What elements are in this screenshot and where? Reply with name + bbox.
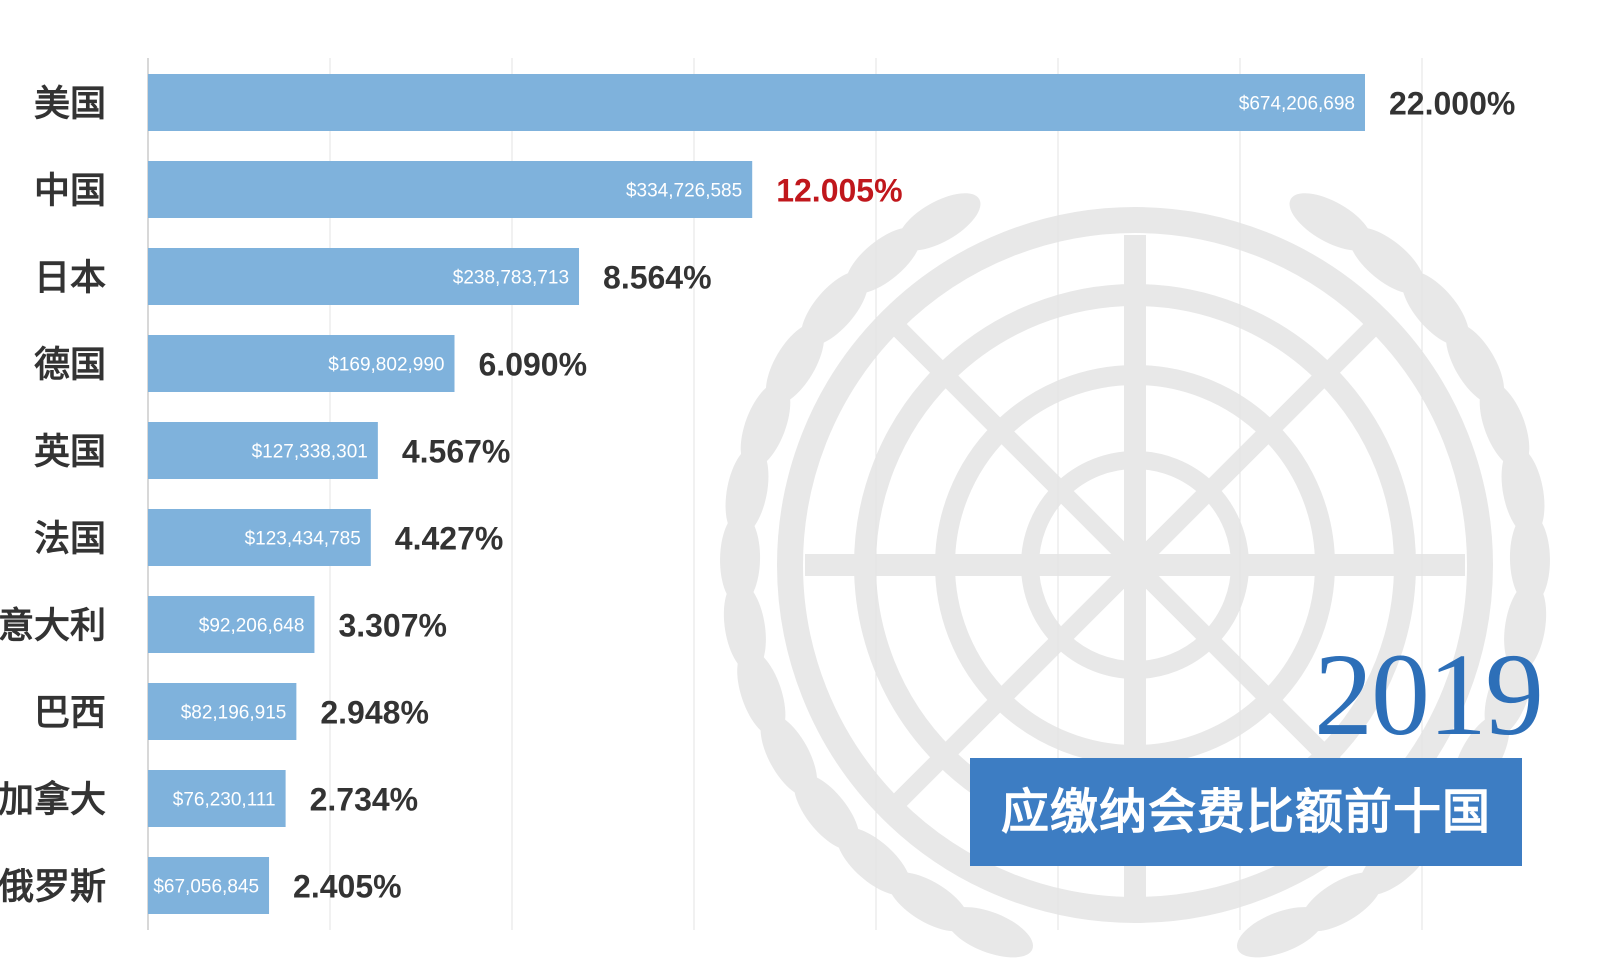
percent-label: 3.307% xyxy=(338,608,447,644)
bar-value-label: $67,056,845 xyxy=(153,877,259,898)
bars-layer: 美国 $674,206,698 22.000% 中国 $334,726,585 12.00… xyxy=(0,74,1515,914)
bar-value-label: $238,783,713 xyxy=(453,268,569,289)
category-label: 法国 xyxy=(34,519,106,560)
category-label: 美国 xyxy=(34,84,106,125)
year-label: 2019 xyxy=(1314,629,1544,760)
chart-title-banner: 应缴纳会费比额前十国 xyxy=(970,758,1522,866)
percent-label: 2.405% xyxy=(293,869,402,905)
category-label: 日本 xyxy=(34,258,106,299)
percent-label: 4.567% xyxy=(402,434,511,470)
category-label: 加拿大 xyxy=(0,779,106,821)
category-label: 德国 xyxy=(34,345,106,386)
bar-9 xyxy=(148,770,286,827)
category-label: 巴西 xyxy=(34,693,106,734)
category-label: 英国 xyxy=(34,432,106,473)
bar-6 xyxy=(148,509,371,566)
bar-7 xyxy=(148,596,315,653)
un-emblem-icon xyxy=(720,193,1550,958)
bar-value-label: $127,338,301 xyxy=(252,442,368,463)
bar-value-label: $82,196,915 xyxy=(181,703,287,724)
percent-label: 4.427% xyxy=(395,521,504,557)
percent-label: 12.005% xyxy=(776,173,902,209)
bar-1 xyxy=(148,74,1365,131)
bar-value-label: $92,206,648 xyxy=(199,616,305,637)
category-label: 意大利 xyxy=(0,606,106,647)
bar-8 xyxy=(148,683,297,740)
bar-4 xyxy=(148,335,455,392)
bar-5 xyxy=(148,422,378,479)
category-label: 中国 xyxy=(34,171,106,212)
percent-label: 8.564% xyxy=(603,260,712,296)
percent-label: 22.000% xyxy=(1389,86,1515,122)
percent-label: 6.090% xyxy=(479,347,588,383)
bar-value-label: $123,434,785 xyxy=(245,529,361,550)
bar-3 xyxy=(148,248,580,305)
bar-2 xyxy=(148,161,753,218)
category-label: 俄罗斯 xyxy=(0,867,106,908)
bar-value-label: $169,802,990 xyxy=(328,355,444,376)
percent-label: 2.948% xyxy=(320,695,429,731)
percent-label: 2.734% xyxy=(310,782,419,818)
bar-10 xyxy=(148,857,270,914)
bar-value-label: $76,230,111 xyxy=(173,790,276,811)
bar-value-label: $334,726,585 xyxy=(626,181,742,202)
bar-value-label: $674,206,698 xyxy=(1239,94,1355,115)
